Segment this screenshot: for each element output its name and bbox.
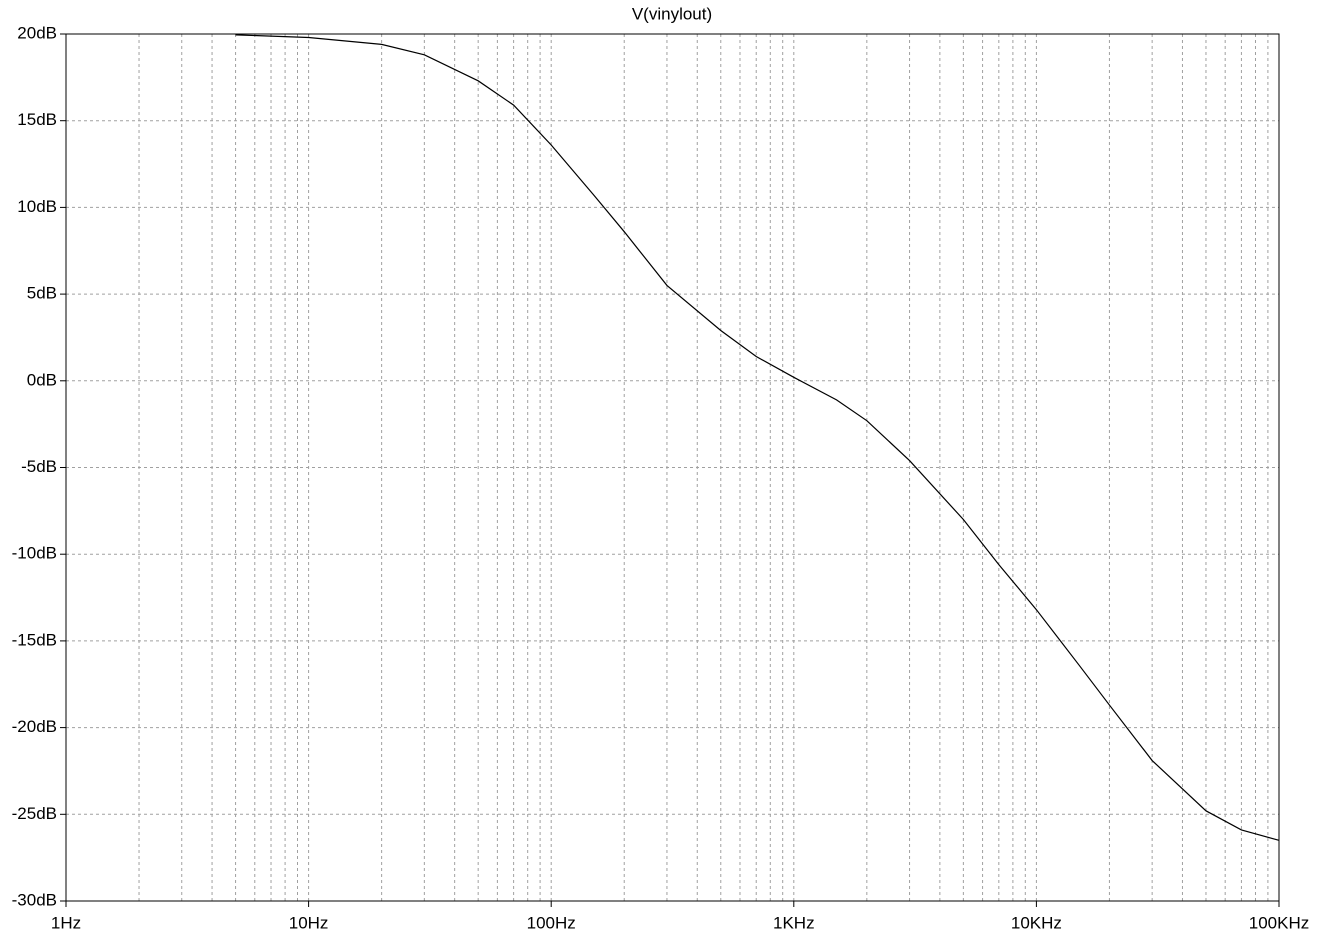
y-tick-label: 10dB (17, 197, 57, 216)
y-tick-label: -20dB (12, 717, 57, 736)
x-tick-label: 10Hz (289, 913, 329, 932)
y-tick-label: -5dB (21, 457, 57, 476)
x-tick-label: 1KHz (773, 913, 815, 932)
y-tick-label: 20dB (17, 23, 57, 42)
x-tick-label: 100KHz (1249, 913, 1309, 932)
plot-frame (65, 33, 1280, 902)
line-series (235, 34, 1280, 841)
x-tick-label: 100Hz (527, 913, 576, 932)
y-tick-label: -10dB (12, 544, 57, 563)
y-tick-label: 0dB (27, 370, 57, 389)
x-tick-label: 1Hz (51, 913, 81, 932)
y-tick-label: -30dB (12, 890, 57, 909)
y-tick-label: -25dB (12, 804, 57, 823)
chart-title: V(vinylout) (632, 4, 712, 23)
y-tick-label: 5dB (27, 284, 57, 303)
y-tick-label: -15dB (12, 630, 57, 649)
y-tick-label: 15dB (17, 110, 57, 129)
x-tick-label: 10KHz (1011, 913, 1062, 932)
